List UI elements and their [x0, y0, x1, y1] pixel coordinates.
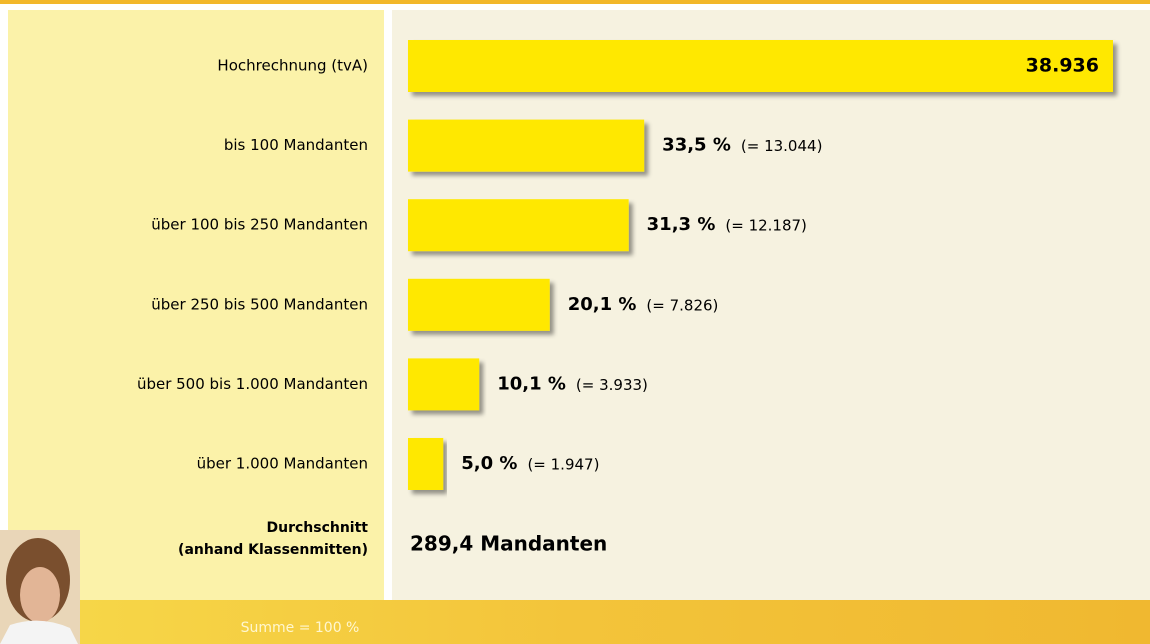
bar — [408, 40, 1113, 92]
average-value: 289,4 Mandanten — [410, 532, 607, 556]
value-label: (= 12.187) — [725, 217, 807, 235]
share-label: 33,5 % — [662, 135, 731, 156]
bar — [408, 120, 644, 172]
average-label: (anhand Klassenmitten) — [178, 542, 368, 558]
footer-text: Summe = 100 % — [241, 620, 360, 636]
share-label: 20,1 % — [568, 294, 637, 315]
category-label: bis 100 Mandanten — [224, 136, 368, 154]
bar — [408, 438, 443, 490]
value-label: (= 1.947) — [527, 456, 599, 474]
person-photo — [0, 530, 80, 644]
bar — [408, 279, 550, 331]
category-label: über 100 bis 250 Mandanten — [151, 216, 368, 234]
value-label: (= 13.044) — [741, 137, 823, 155]
top-stripe — [0, 0, 1150, 4]
category-label: über 500 bis 1.000 Mandanten — [137, 375, 368, 393]
footer-band — [0, 600, 1150, 644]
category-label: über 1.000 Mandanten — [197, 455, 368, 473]
category-label: über 250 bis 500 Mandanten — [151, 295, 368, 313]
category-label: Hochrechnung (tvA) — [217, 57, 368, 75]
value-label: 38.936 — [1026, 55, 1099, 77]
average-label: Durchschnitt — [266, 520, 368, 536]
value-label: (= 3.933) — [576, 376, 648, 394]
share-label: 31,3 % — [647, 214, 716, 235]
share-label: 10,1 % — [497, 373, 566, 394]
value-label: (= 7.826) — [646, 296, 718, 314]
chart: Summe = 100 % Durchschnitt (anhand Klass… — [0, 0, 1150, 644]
bar — [408, 358, 479, 410]
share-label: 5,0 % — [461, 453, 517, 474]
bar — [408, 199, 629, 251]
